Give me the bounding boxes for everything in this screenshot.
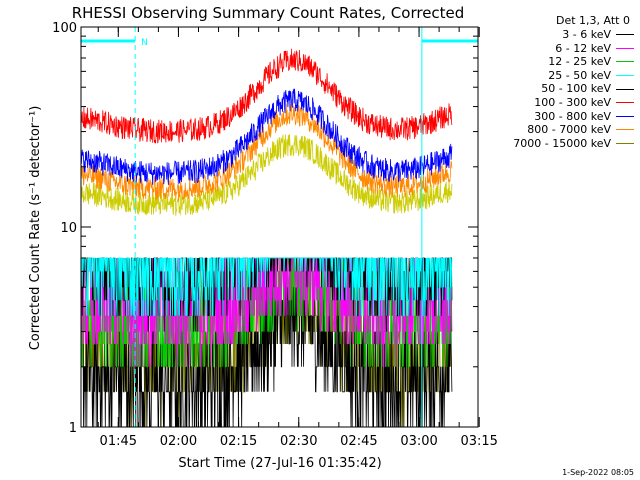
- legend-item: 100 - 300 keV: [486, 96, 636, 110]
- axes: 1 10 100 01:45 02:00 02:15 02:30 02:45 03:00 03:1…: [52, 21, 498, 449]
- series-group: [81, 48, 453, 427]
- legend-label: 7000 - 15000 keV: [513, 136, 611, 150]
- legend-label: 12 - 25 keV: [548, 55, 611, 69]
- legend-label: 300 - 800 keV: [534, 109, 611, 123]
- legend: Det 1,3, Att 0 3 - 6 keV 6 - 12 keV 12 - 2…: [486, 14, 636, 150]
- legend-item: 6 - 12 keV: [486, 42, 636, 56]
- y-tick-label: 1: [69, 421, 77, 436]
- legend-item: 800 - 7000 keV: [486, 123, 636, 137]
- legend-item: 300 - 800 keV: [486, 110, 636, 124]
- legend-swatch: [616, 129, 634, 131]
- series-line-extra-0: [81, 133, 453, 216]
- x-tick-label: 03:00: [400, 434, 437, 449]
- legend-rows: 3 - 6 keV 6 - 12 keV 12 - 25 keV 25 - 50 ke…: [486, 28, 636, 150]
- series-line-5: [81, 48, 453, 144]
- x-tick-label: 01:45: [100, 434, 137, 449]
- legend-item: 50 - 100 keV: [486, 82, 636, 96]
- y-tick-label: 100: [52, 21, 77, 36]
- legend-item: 3 - 6 keV: [486, 28, 636, 42]
- legend-label: 6 - 12 keV: [555, 41, 611, 55]
- x-tick-label: 02:45: [340, 434, 377, 449]
- chart-title: RHESSI Observing Summary Count Rates, Co…: [72, 4, 465, 22]
- legend-swatch: [616, 47, 634, 49]
- legend-swatch: [616, 88, 634, 90]
- flag-label: N: [141, 38, 148, 48]
- legend-item: 12 - 25 keV: [486, 55, 636, 69]
- legend-swatch: [616, 34, 634, 36]
- series-line-7: [81, 103, 453, 201]
- legend-item: 25 - 50 keV: [486, 69, 636, 83]
- legend-swatch: [616, 115, 634, 117]
- legend-label: 3 - 6 keV: [562, 28, 611, 41]
- y-tick-label: 10: [60, 221, 77, 236]
- x-tick-label: 02:00: [160, 434, 197, 449]
- series-line-6: [81, 88, 453, 185]
- legend-swatch: [616, 102, 634, 104]
- legend-item: 7000 - 15000 keV: [486, 137, 636, 151]
- series-line-3: [81, 257, 453, 317]
- legend-label: 100 - 300 keV: [534, 95, 611, 109]
- legend-label: 800 - 7000 keV: [527, 123, 611, 137]
- legend-swatch: [616, 143, 634, 145]
- legend-swatch: [616, 75, 634, 77]
- x-tick-label: 02:30: [280, 434, 317, 449]
- x-axis-label: Start Time (27-Jul-16 01:35:42): [178, 456, 381, 471]
- x-tick-label: 02:15: [220, 434, 257, 449]
- plot-data: N: [81, 27, 478, 427]
- y-axis-label: Corrected Count Rate (s⁻¹ detector⁻¹): [28, 106, 43, 351]
- legend-label: 50 - 100 keV: [541, 82, 611, 96]
- legend-label: 25 - 50 keV: [548, 68, 611, 82]
- x-tick-label: 03:15: [460, 434, 497, 449]
- footer-date: 1-Sep-2022 08:05: [562, 468, 634, 477]
- legend-header: Det 1,3, Att 0: [556, 14, 630, 27]
- legend-swatch: [616, 61, 634, 63]
